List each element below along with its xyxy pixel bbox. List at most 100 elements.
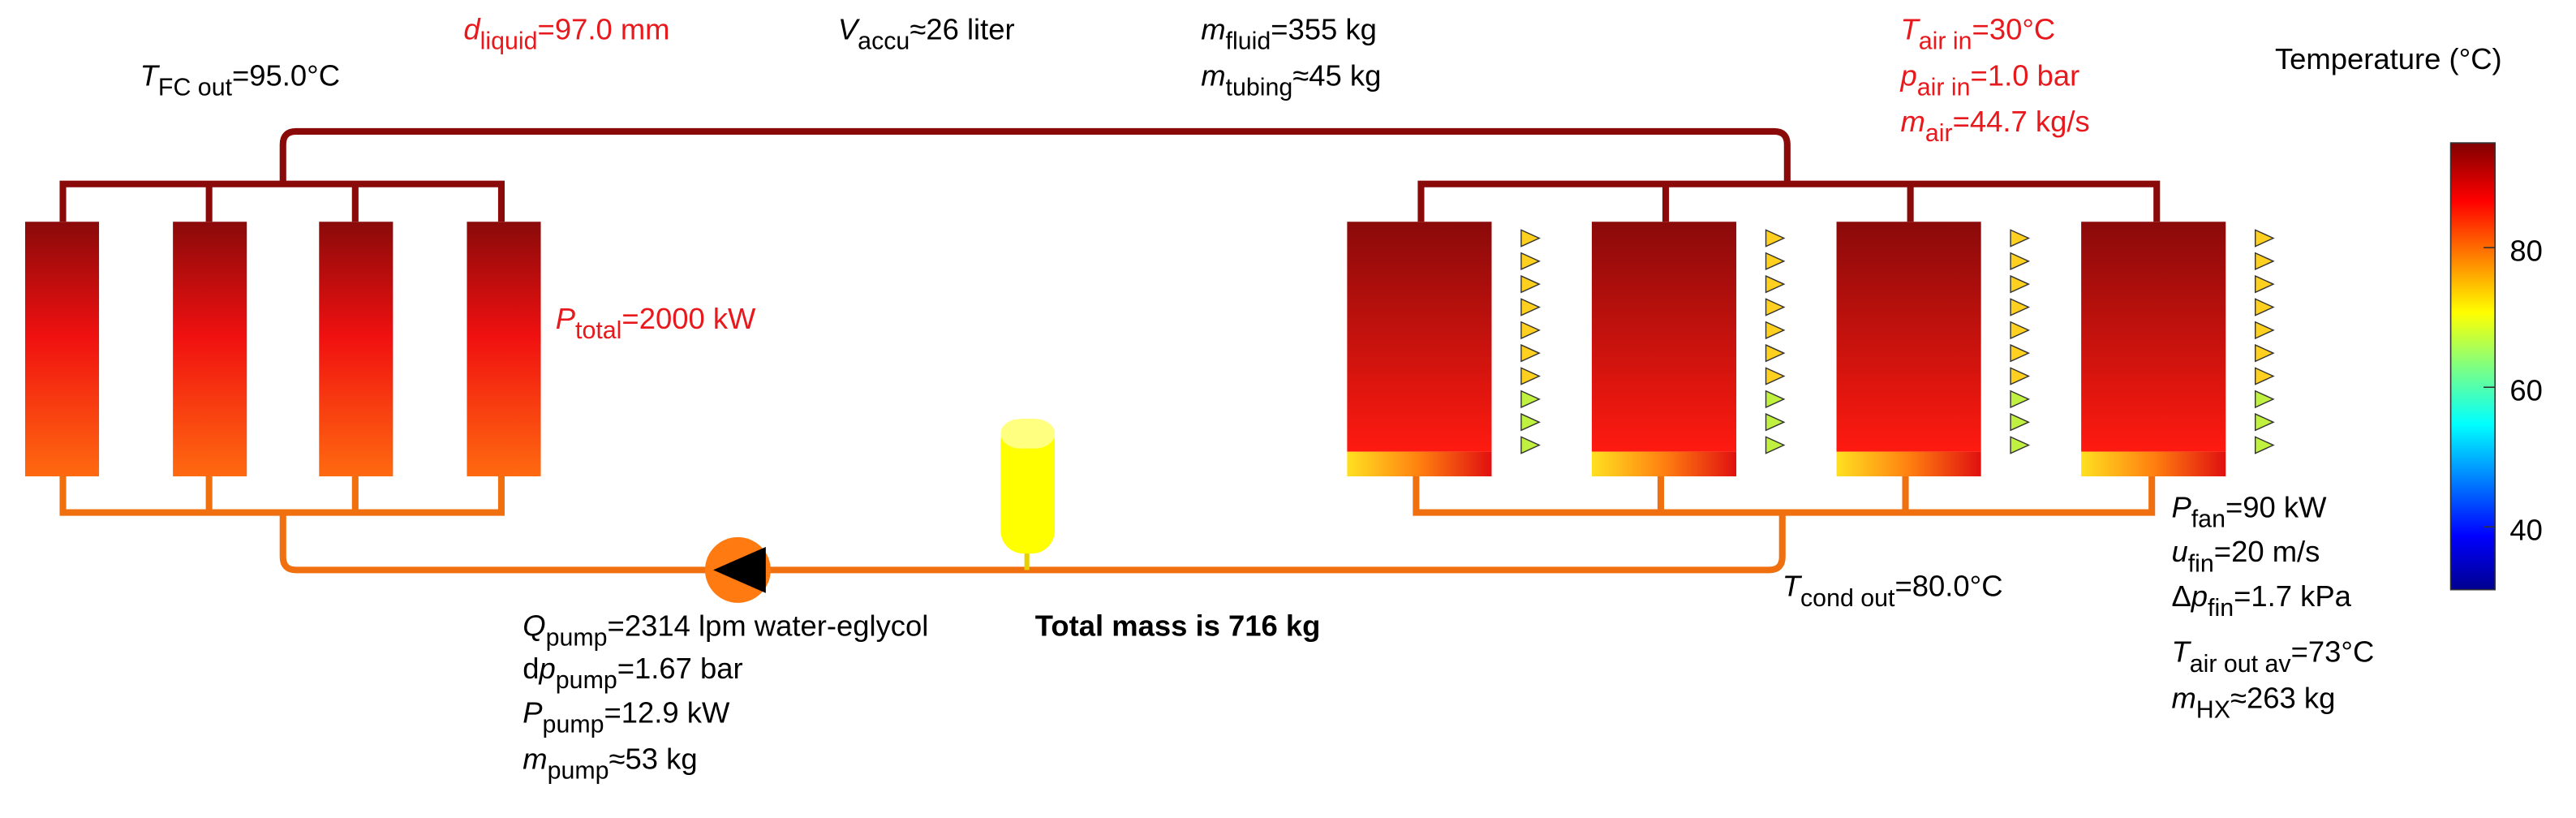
label-symbol: Q xyxy=(523,609,545,642)
label-value: ≈45 kg xyxy=(1292,58,1381,92)
air-arrow xyxy=(2010,412,2031,432)
air-arrow xyxy=(2010,229,2031,248)
stack xyxy=(319,222,393,476)
label-value: ≈26 liter xyxy=(910,13,1014,46)
air-arrow xyxy=(1520,412,1541,432)
label-symbol: P xyxy=(556,302,576,335)
air-arrow xyxy=(1520,343,1541,363)
label-value: =1.7 kPa xyxy=(2234,579,2352,613)
pipes xyxy=(59,127,2161,574)
air-arrow xyxy=(2254,367,2275,385)
label-subscript: FC out xyxy=(158,74,233,101)
label: Pfan=90 kW xyxy=(2171,491,2327,533)
label-symbol: u xyxy=(2171,535,2187,568)
stack xyxy=(173,222,247,476)
air-arrow xyxy=(1520,252,1541,271)
label-subscript: pump xyxy=(548,757,609,784)
label-subscript: HX xyxy=(2196,697,2230,724)
air-arrow xyxy=(1520,436,1541,454)
label-subscript: total xyxy=(575,317,621,344)
label-value: =80.0°C xyxy=(1894,570,2002,603)
label: pair in=1.0 bar xyxy=(1899,58,2079,101)
label: mtubing≈45 kg xyxy=(1201,58,1381,101)
label: Vaccu≈26 liter xyxy=(838,13,1015,55)
label-prefix: Δ xyxy=(2171,579,2191,613)
hx-core xyxy=(1591,222,1737,452)
label: dppump=1.67 bar xyxy=(523,652,742,694)
label: dliquid=97.0 mm xyxy=(463,13,669,55)
label: Ppump=12.9 kW xyxy=(523,696,730,738)
label-subscript: fin xyxy=(2208,595,2234,622)
air-arrow xyxy=(1765,343,1786,363)
label-subscript: air in xyxy=(1917,74,1971,101)
air-arrow xyxy=(2254,252,2275,271)
colorbar xyxy=(2449,142,2496,591)
label-symbol: T xyxy=(1783,570,1803,603)
label-subscript: fin xyxy=(2188,550,2214,577)
hx-bottom xyxy=(1591,451,1737,476)
label: TFC out=95.0°C xyxy=(140,58,340,101)
label-subscript: fluid xyxy=(1226,28,1271,55)
label-symbol: P xyxy=(2171,491,2191,524)
label-value: =95.0°C xyxy=(232,58,340,92)
label-symbol: p xyxy=(1899,58,1916,92)
hx-bottom xyxy=(2081,451,2226,476)
air-arrow xyxy=(2254,412,2275,432)
label-subscript: fan xyxy=(2191,506,2226,533)
label-subscript: liquid xyxy=(480,28,538,55)
label: ufin=20 m/s xyxy=(2171,535,2320,577)
air-arrow xyxy=(1520,274,1541,294)
label: mHX≈263 kg xyxy=(2171,681,2335,723)
heat-exchangers xyxy=(1317,222,2275,476)
air-arrow xyxy=(1765,412,1786,432)
label-symbol: m xyxy=(1201,13,1225,46)
label-subscript: accu xyxy=(858,28,910,55)
colorbar-tick-label: 60 xyxy=(2509,373,2543,407)
label-value: ≈263 kg xyxy=(2230,681,2335,714)
label: Tair in=30°C xyxy=(1900,13,2055,55)
air-arrow xyxy=(1520,367,1541,385)
label-symbol: V xyxy=(838,13,861,46)
hx-core xyxy=(1836,222,1981,452)
air-arrow xyxy=(1765,436,1786,454)
label-symbol: T xyxy=(1900,13,1920,46)
air-arrow xyxy=(1765,367,1786,385)
air-arrow xyxy=(1520,298,1541,316)
label: mair=44.7 kg/s xyxy=(1900,105,2089,147)
air-arrow xyxy=(1520,229,1541,248)
label-value: =73°C xyxy=(2291,635,2375,669)
label-value: =44.7 kg/s xyxy=(1953,105,2090,138)
hx-bottom xyxy=(1347,451,1492,476)
air-arrow xyxy=(1520,321,1541,340)
label: mfluid=355 kg xyxy=(1201,13,1377,55)
air-arrow xyxy=(1765,321,1786,340)
air-arrow xyxy=(2254,390,2275,409)
air-arrow xyxy=(2010,321,2031,340)
label-subscript: tubing xyxy=(1226,74,1293,101)
stack xyxy=(467,222,541,476)
stack xyxy=(24,222,100,476)
air-arrow xyxy=(1520,390,1541,409)
colorbar-tick-label: 40 xyxy=(2509,513,2543,546)
air-arrow xyxy=(2010,298,2031,316)
label-value: ≈53 kg xyxy=(609,742,698,775)
label-prefix: d xyxy=(523,652,539,685)
label: Δpfin=1.7 kPa xyxy=(2171,579,2351,622)
label: Qpump=2314 lpm water-eglycol xyxy=(523,609,928,651)
label-value: =1.67 bar xyxy=(617,652,743,685)
air-arrow xyxy=(2254,436,2275,454)
label-value: =2000 kW xyxy=(621,302,756,335)
label-symbol: m xyxy=(1900,105,1924,138)
label-value: =20 m/s xyxy=(2214,535,2320,568)
label-symbol: T xyxy=(140,58,161,92)
label-value: =12.9 kW xyxy=(604,696,730,730)
colorbar-tick-label: 80 xyxy=(2509,234,2543,267)
label-symbol: m xyxy=(523,742,547,775)
hx-bottom xyxy=(1836,451,1981,476)
air-arrow xyxy=(2010,274,2031,294)
hx-core xyxy=(2081,222,2226,452)
air-arrow xyxy=(2010,252,2031,271)
label-value: =90 kW xyxy=(2226,491,2327,524)
